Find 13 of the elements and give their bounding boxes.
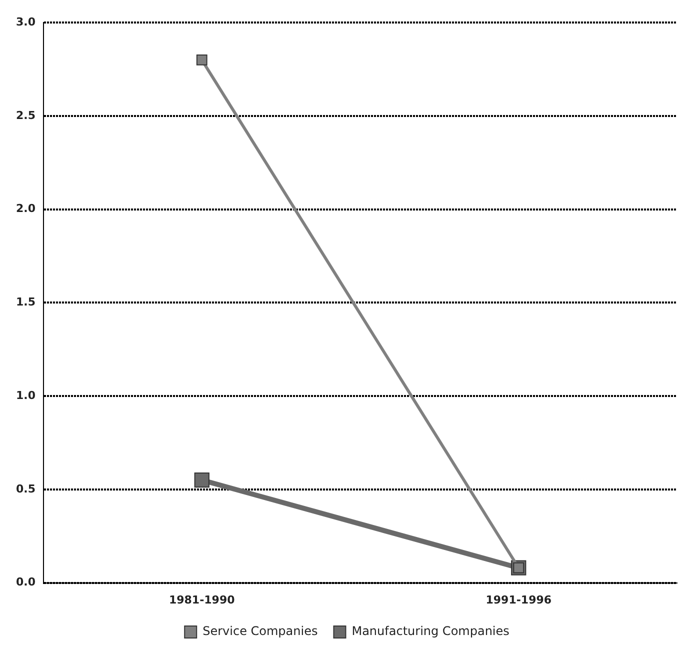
y-tick-label: 2.5 [16,108,36,122]
x-tick-label: 1981-1990 [168,593,236,606]
y-tick-label: 1.0 [16,388,36,402]
y-tick-label: 0.0 [16,576,36,589]
y-tick-label: 0.5 [16,482,36,496]
point [194,472,210,488]
y-tick-label: 2.0 [16,202,36,216]
legend-label: Service Companies [202,624,318,638]
y-tick-label: 3.0 [16,15,36,28]
legend-label: Manufacturing Companies [352,624,510,638]
x-tick-label: 1991-1996 [486,593,552,606]
point [196,54,208,66]
y-tick-label: 1.5 [16,296,36,309]
